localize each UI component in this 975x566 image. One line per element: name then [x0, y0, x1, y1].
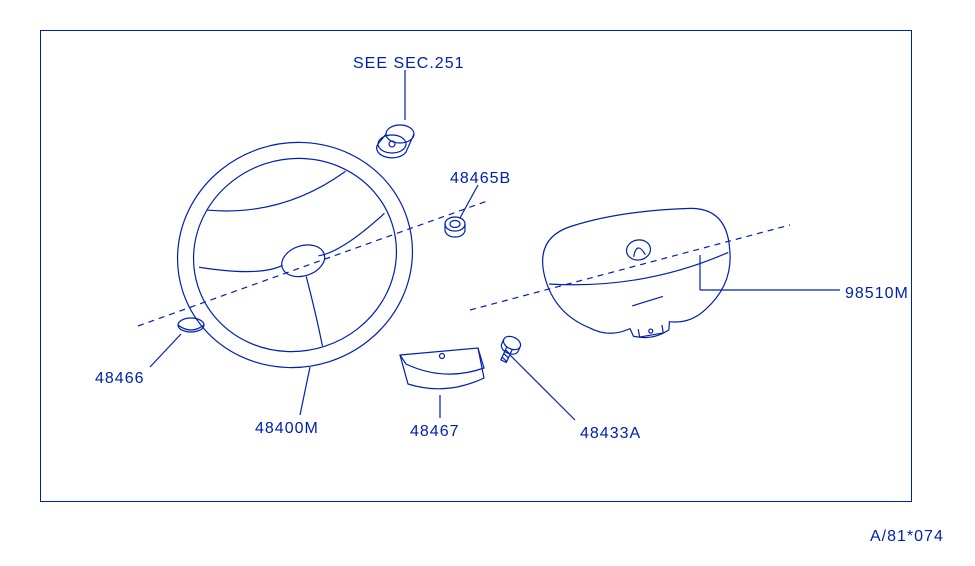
- leader-lines: [150, 70, 840, 420]
- steering-wheel-icon: [148, 112, 442, 398]
- lower-cover-icon: [400, 348, 484, 389]
- connector-icon: [377, 125, 414, 158]
- nut-icon: [445, 217, 465, 237]
- bolt-icon: [495, 334, 522, 365]
- diagram-svg: [0, 0, 975, 566]
- airbag-module-icon: [536, 197, 743, 354]
